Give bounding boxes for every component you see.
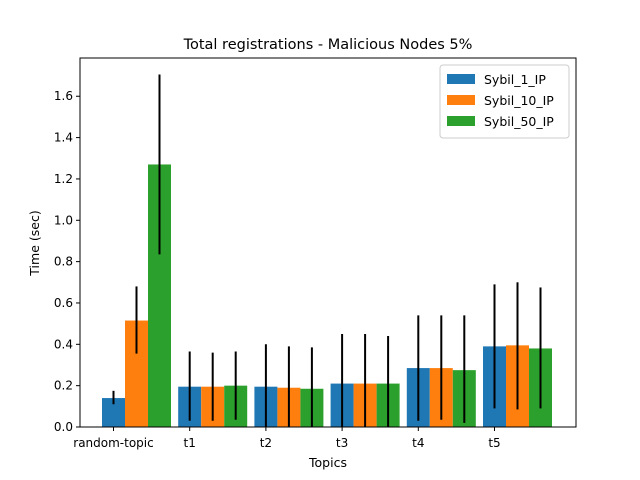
legend-swatch-Sybil_50_IP — [447, 116, 475, 126]
legend-swatch-Sybil_10_IP — [447, 95, 475, 105]
bar-Sybil_50_IP-random-topic — [148, 164, 171, 427]
legend-swatch-Sybil_1_IP — [447, 74, 475, 84]
y-tick-label: 1.0 — [54, 213, 73, 227]
bar-Sybil_10_IP-random-topic — [125, 320, 148, 427]
x-tick-label: random-topic — [73, 436, 153, 450]
x-tick-label: t1 — [184, 436, 196, 450]
y-tick-label: 0.6 — [54, 296, 73, 310]
legend-label: Sybil_1_IP — [484, 72, 546, 87]
y-axis: 0.0 0.2 0.4 0.6 0.8 1.0 1.2 1.4 1.6 — [54, 89, 80, 434]
chart-title: Total registrations - Malicious Nodes 5% — [183, 37, 473, 53]
y-tick-label: 0.8 — [54, 255, 73, 269]
x-tick-label: t2 — [260, 436, 272, 450]
y-tick-label: 0.0 — [54, 420, 73, 434]
x-axis-label: Topics — [308, 455, 347, 470]
y-tick-label: 1.6 — [54, 89, 73, 103]
y-tick-label: 1.2 — [54, 172, 73, 186]
error-bars-layer — [112, 74, 542, 427]
bar-Sybil_1_IP-random-topic — [102, 398, 125, 427]
legend-label: Sybil_50_IP — [484, 114, 554, 129]
y-tick-label: 1.4 — [54, 131, 73, 145]
y-tick-label: 0.4 — [54, 337, 73, 351]
x-tick-label: t5 — [488, 436, 500, 450]
legend-label: Sybil_10_IP — [484, 93, 554, 108]
bars-layer — [102, 164, 552, 427]
y-tick-label: 0.2 — [54, 379, 73, 393]
x-axis: random-topic t1 t2 t3 t4 t5 — [73, 427, 501, 450]
x-tick-label: t3 — [336, 436, 348, 450]
y-axis-label: Time (sec) — [27, 210, 42, 276]
x-tick-label: t4 — [412, 436, 424, 450]
plot-frame — [79, 57, 577, 428]
legend: Sybil_1_IP Sybil_10_IP Sybil_50_IP — [439, 64, 570, 139]
